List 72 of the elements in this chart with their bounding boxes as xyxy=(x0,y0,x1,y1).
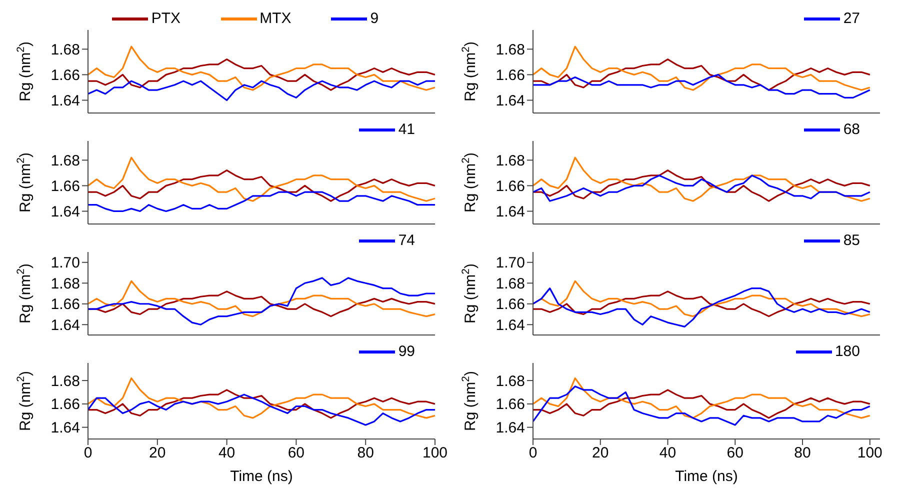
line-series xyxy=(533,174,871,202)
line-series xyxy=(88,156,435,202)
legend-label: 41 xyxy=(398,121,415,138)
legend-label: 9 xyxy=(370,10,379,27)
x-tick-label: 40 xyxy=(659,444,676,462)
legend-label: PTX xyxy=(151,10,181,27)
x-tick-label: 60 xyxy=(288,444,305,462)
y-tick-label: 1.64 xyxy=(496,204,525,221)
y-tick-label: 1.68 xyxy=(496,372,525,390)
y-tick-label: 1.66 xyxy=(496,67,525,84)
line-series xyxy=(533,74,871,98)
x-tick-label: 80 xyxy=(794,444,811,462)
x-axis-title: Time (ns) xyxy=(230,468,293,485)
y-tick-label: 1.66 xyxy=(496,178,525,196)
legend-label: 68 xyxy=(843,121,860,138)
line-series xyxy=(533,170,871,202)
line-series xyxy=(88,80,435,102)
line-series xyxy=(533,288,871,328)
y-tick-label: 1.68 xyxy=(496,152,525,170)
y-tick-label: 1.68 xyxy=(50,41,80,58)
y-tick-label: 1.70 xyxy=(496,254,525,272)
y-tick-label: 1.68 xyxy=(50,152,80,170)
line-series xyxy=(88,191,435,212)
line-series xyxy=(88,277,435,326)
legend-label: 74 xyxy=(398,232,415,249)
x-axis-title: Time (ns) xyxy=(675,468,738,485)
line-series xyxy=(533,46,871,91)
y-tick-label: 1.64 xyxy=(496,420,525,437)
y-tick-label: 1.66 xyxy=(496,396,525,414)
x-tick-label: 0 xyxy=(528,444,538,462)
legend-label: MTX xyxy=(260,10,292,27)
line-series xyxy=(533,377,871,419)
y-tick-label: 1.66 xyxy=(50,67,80,84)
legend-label: 180 xyxy=(834,343,860,360)
x-tick-label: 0 xyxy=(84,444,92,462)
x-tick-label: 20 xyxy=(149,444,166,462)
x-tick-label: 80 xyxy=(357,444,374,462)
line-series xyxy=(533,389,871,419)
line-series xyxy=(533,386,871,426)
y-tick-label: 1.66 xyxy=(50,178,80,196)
line-series xyxy=(88,170,435,202)
line-series xyxy=(88,389,435,419)
y-tick-label: 1.64 xyxy=(50,420,80,437)
x-tick-label: 40 xyxy=(218,444,236,462)
x-tick-label: 100 xyxy=(857,444,882,462)
legend-label: 99 xyxy=(398,343,415,360)
y-tick-label: 1.68 xyxy=(496,41,525,58)
line-series xyxy=(88,394,435,426)
x-tick-label: 60 xyxy=(726,444,744,462)
line-series xyxy=(88,58,435,91)
y-tick-label: 1.70 xyxy=(50,254,80,272)
y-tick-label: 1.64 xyxy=(50,204,80,221)
y-tick-label: 1.64 xyxy=(50,92,80,110)
y-tick-label: 1.66 xyxy=(50,396,80,414)
y-tick-label: 1.68 xyxy=(50,275,80,292)
y-tick-label: 1.68 xyxy=(50,372,80,390)
line-series xyxy=(533,156,871,202)
legend-label: 27 xyxy=(843,10,860,27)
line-series xyxy=(88,46,435,91)
line-series xyxy=(88,280,435,318)
line-series xyxy=(533,58,871,91)
y-tick-label: 1.64 xyxy=(496,316,525,334)
x-tick-label: 20 xyxy=(592,444,609,462)
y-tick-label: 1.66 xyxy=(496,296,525,314)
legend-label: 85 xyxy=(843,232,860,249)
y-tick-label: 1.64 xyxy=(50,316,80,334)
y-tick-label: 1.66 xyxy=(50,296,80,314)
y-tick-label: 1.68 xyxy=(496,275,525,292)
x-tick-label: 100 xyxy=(422,444,448,462)
y-tick-label: 1.64 xyxy=(496,92,525,110)
line-series xyxy=(88,377,435,419)
line-series xyxy=(533,290,871,318)
